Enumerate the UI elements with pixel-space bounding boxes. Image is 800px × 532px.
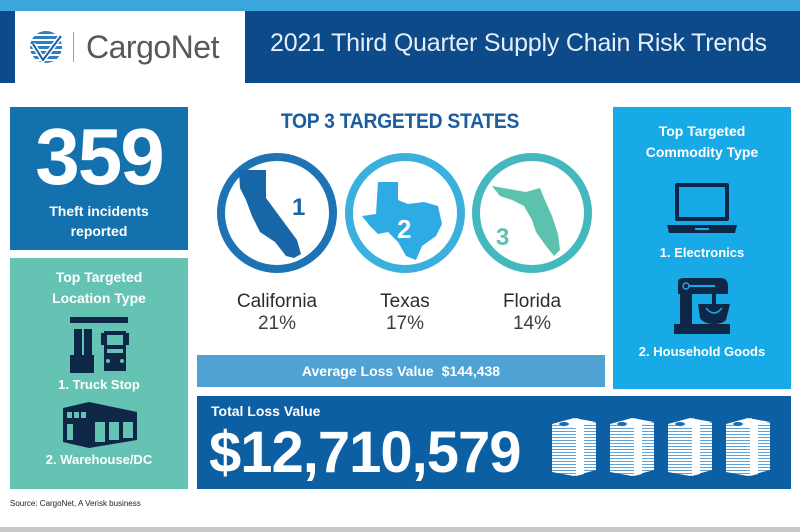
bottom-divider [0, 527, 800, 532]
location-heading-line1: Top Targeted [55, 269, 143, 285]
header-top-stripe [0, 0, 800, 11]
state-name: California [236, 291, 318, 312]
brand-name: CargoNet [86, 28, 219, 65]
florida-rank: 3 [496, 224, 509, 251]
florida-ring [472, 153, 592, 273]
location-heading-line2: Location Type [52, 290, 146, 306]
cargonet-logo: CargoNet [15, 11, 245, 83]
stand-mixer-icon [674, 278, 730, 334]
state-florida: Florida 14% [467, 291, 597, 335]
average-loss-value: $144,438 [441, 363, 501, 379]
state-texas: Texas 17% [340, 291, 470, 335]
commodity-heading-line2: Commodity Type [645, 144, 759, 160]
state-percent: 14% [512, 313, 552, 334]
theft-label-line1: Theft incidents [49, 203, 149, 219]
logo-divider [73, 32, 74, 62]
state-name: Florida [502, 291, 562, 312]
commodity-heading-line1: Top Targeted [658, 123, 746, 139]
money-stacks-icon [552, 418, 770, 476]
theft-count: 359 [35, 112, 164, 201]
state-percent: 17% [385, 313, 425, 334]
page-title: 2021 Third Quarter Supply Chain Risk Tre… [270, 29, 767, 57]
commodity-type-panel: Top Targeted Commodity Type 1. Electroni… [613, 107, 791, 389]
location-item-2: 2. Warehouse/DC [45, 452, 153, 467]
warehouse-icon [63, 402, 137, 448]
truck-stop-icon [70, 317, 129, 373]
california-map-icon [239, 170, 301, 258]
state-name: Texas [380, 291, 430, 312]
california-rank: 1 [292, 194, 305, 221]
total-loss-panel: Total Loss Value $12,710,579 [197, 396, 791, 489]
location-type-panel: Top Targeted Location Type 1. Truck Stop [10, 258, 188, 489]
average-loss-bar: Average Loss Value $144,438 [197, 355, 605, 387]
commodity-item-2: 2. Household Goods [638, 344, 766, 359]
laptop-icon [667, 183, 737, 233]
texas-rank: 2 [397, 214, 411, 244]
florida-map-icon [492, 186, 560, 256]
source-note: Source: CargoNet, A Verisk business [10, 499, 141, 508]
cargonet-checkmark-logo-icon [30, 31, 63, 64]
texas-map-icon [362, 182, 442, 260]
state-percent: 21% [257, 313, 297, 334]
total-loss-label: Total Loss Value [211, 403, 321, 419]
states-title: TOP 3 TARGETED STATES [280, 110, 520, 133]
texas-ring [345, 153, 465, 273]
location-item-1: 1. Truck Stop [58, 377, 140, 392]
average-loss-label: Average Loss Value [301, 363, 434, 379]
total-loss-value: $12,710,579 [209, 420, 522, 485]
california-ring [217, 153, 337, 273]
states-rings-graphic: 1 2 3 [217, 153, 592, 273]
theft-incidents-panel: 359 Theft incidents reported [10, 107, 188, 250]
commodity-item-1: 1. Electronics [659, 245, 745, 260]
theft-label-line2: reported [70, 223, 128, 239]
state-california: California 21% [212, 291, 342, 335]
